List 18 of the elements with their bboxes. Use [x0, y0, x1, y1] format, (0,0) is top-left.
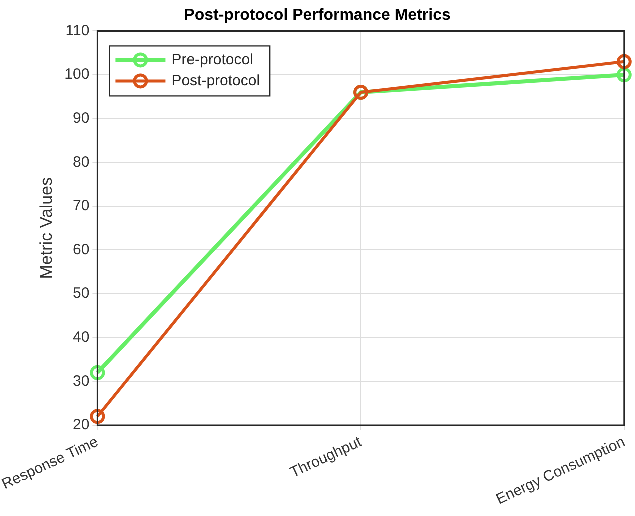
point — [616, 68, 632, 83]
y-tick-label: 20 — [73, 416, 90, 434]
y-tick-label: 110 — [66, 22, 90, 40]
y-axis-title: Metric Values — [37, 177, 56, 280]
y-tick-label: 60 — [73, 241, 90, 258]
chart-title: Post-protocol Performance Metrics — [184, 7, 451, 24]
legend-label: Post-protocol — [172, 72, 260, 90]
y-tick-label: 70 — [73, 198, 90, 215]
y-tick-label: 100 — [64, 66, 90, 84]
point — [616, 54, 632, 70]
legend-label: Pre-protocol — [172, 51, 254, 68]
point — [90, 365, 106, 380]
y-tick-label: 80 — [73, 154, 90, 171]
y-tick-label: 30 — [73, 372, 90, 390]
y-tick-label: 40 — [73, 329, 90, 346]
y-tick-label: 90 — [73, 110, 90, 127]
point — [90, 409, 106, 424]
y-tick-label: 50 — [73, 285, 90, 302]
